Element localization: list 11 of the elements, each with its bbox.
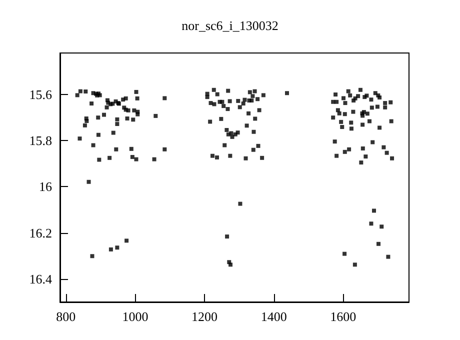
- y-tick-label: 15.6: [29, 87, 52, 102]
- y-tick-label: 16: [39, 179, 52, 194]
- y-tick-label: 16.4: [29, 271, 52, 286]
- x-tick-label: 1600: [330, 309, 356, 324]
- x-tick-label: 1200: [192, 309, 218, 324]
- y-tick-label: 15.8: [29, 133, 52, 148]
- x-tick-label: 800: [56, 309, 76, 324]
- y-tick-label: 16.2: [29, 225, 52, 240]
- x-tick-label: 1000: [122, 309, 148, 324]
- chart-title: nor_sc6_i_130032: [182, 18, 278, 33]
- x-tick-label: 1400: [260, 309, 287, 324]
